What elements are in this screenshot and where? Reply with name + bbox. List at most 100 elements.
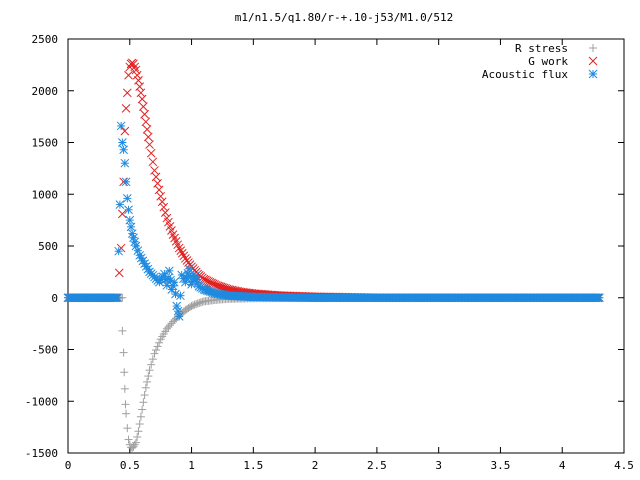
data-point <box>129 442 138 451</box>
y-tick-label: -1000 <box>25 395 58 408</box>
data-point <box>121 103 131 113</box>
chart-title: m1/n1.5/q1.80/r-+.10-j53/M1.0/512 <box>235 11 454 24</box>
data-point <box>174 312 184 321</box>
legend-label: Acoustic flux <box>482 68 568 81</box>
data-point <box>151 172 161 182</box>
data-point <box>137 94 147 104</box>
legend-marker <box>588 56 598 66</box>
data-point <box>120 158 130 168</box>
legend-label: G work <box>528 55 568 68</box>
data-point <box>177 248 187 258</box>
data-point <box>139 398 148 407</box>
data-point <box>131 65 141 75</box>
data-point <box>120 126 130 136</box>
data-point <box>121 400 130 409</box>
data-point <box>130 440 139 449</box>
data-point <box>129 59 138 69</box>
plot-frame <box>67 38 625 454</box>
data-point <box>171 289 180 299</box>
y-tick-label: 500 <box>38 240 58 253</box>
data-point <box>153 342 162 351</box>
x-tick-label: 1.5 <box>243 459 263 472</box>
data-point <box>184 264 194 274</box>
data-point <box>150 166 159 175</box>
data-point <box>172 301 182 311</box>
y-tick-label: 2500 <box>32 33 59 46</box>
x-tick-label: 4 <box>559 459 566 472</box>
x-tick-label: 3 <box>435 459 442 472</box>
x-tick-label: 1 <box>188 459 195 472</box>
data-point <box>121 177 131 187</box>
data-point <box>118 326 127 335</box>
data-point <box>116 121 126 131</box>
data-point <box>122 88 132 98</box>
x-tick-label: 0.5 <box>120 459 140 472</box>
data-point <box>155 338 164 347</box>
data-point <box>132 70 142 80</box>
legend-marker <box>588 69 598 79</box>
axes: -1500 -1000 -500 0 500 1000 1500 2000 2500 0 0.5 1 1… <box>25 33 634 472</box>
data-point <box>164 266 174 276</box>
data-point <box>136 412 145 421</box>
data-point <box>124 435 133 444</box>
data-point <box>153 179 162 188</box>
data-point <box>141 117 151 127</box>
data-point <box>124 205 133 215</box>
data-point <box>169 277 179 287</box>
data-point <box>174 243 184 253</box>
legend-label: R stress <box>515 42 568 55</box>
data-point <box>120 384 129 393</box>
data-point <box>145 140 154 149</box>
x-tick-label: 4.5 <box>614 459 634 472</box>
chart-marks <box>63 58 604 452</box>
data-point <box>143 377 152 386</box>
data-point <box>138 405 147 414</box>
data-point <box>152 346 161 355</box>
data-point <box>130 62 140 72</box>
series-r-stress <box>64 293 604 452</box>
data-point <box>114 246 124 256</box>
x-tick-label: 2 <box>312 459 319 472</box>
y-tick-label: 0 <box>51 292 58 305</box>
data-point <box>139 102 148 111</box>
data-point <box>143 132 153 142</box>
data-point <box>122 194 132 203</box>
data-point <box>114 268 124 278</box>
data-point <box>154 185 164 195</box>
data-point <box>119 348 128 357</box>
data-point <box>140 391 149 400</box>
data-point <box>159 202 169 212</box>
data-point <box>119 145 128 155</box>
data-point <box>147 360 156 369</box>
data-point <box>179 251 189 261</box>
data-point <box>122 409 131 418</box>
data-point <box>176 246 186 256</box>
data-point <box>146 148 156 158</box>
data-point <box>124 70 133 80</box>
data-point <box>594 293 604 303</box>
x-tick-label: 2.5 <box>367 459 387 472</box>
data-point <box>133 432 142 441</box>
data-point <box>176 291 185 301</box>
data-point <box>118 209 127 219</box>
data-point <box>148 355 157 364</box>
data-point <box>140 109 149 119</box>
data-point <box>148 157 158 167</box>
legend-marker <box>589 44 597 52</box>
x-tick-label: 0 <box>65 459 72 472</box>
data-point <box>160 208 170 217</box>
y-tick-label: 2000 <box>32 85 59 98</box>
y-tick-label: 1000 <box>32 188 59 201</box>
data-point <box>115 200 125 209</box>
x-tick-label: 3.5 <box>491 459 511 472</box>
data-point <box>123 424 132 433</box>
data-point <box>142 125 152 134</box>
data-point <box>145 366 154 375</box>
data-point <box>120 368 129 377</box>
data-point <box>135 420 144 429</box>
y-tick-label: -500 <box>32 344 59 357</box>
series-acoustic-flux <box>63 121 604 321</box>
y-tick-label: -1500 <box>25 447 58 460</box>
data-point <box>134 427 143 436</box>
